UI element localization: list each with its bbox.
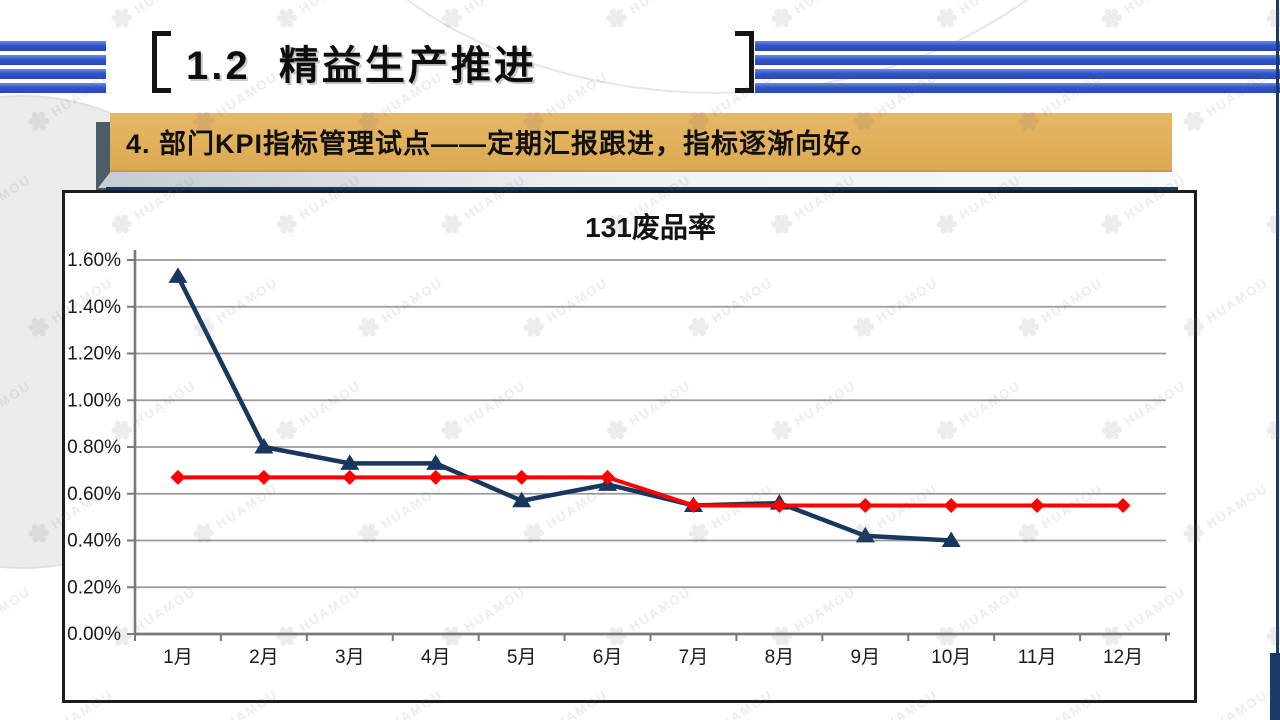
series-line bbox=[177, 475, 1124, 508]
triangle-marker bbox=[340, 454, 360, 470]
watermark-logo-icon: ✽ bbox=[1094, 0, 1130, 38]
watermark: ✽HUAMOU bbox=[1094, 0, 1192, 38]
title-bracket-right bbox=[735, 31, 754, 93]
watermark-text: HUAMOU bbox=[296, 0, 363, 16]
stripe bbox=[0, 55, 106, 65]
stripe bbox=[0, 83, 106, 93]
diamond-marker bbox=[1115, 497, 1131, 513]
watermark-text: HUAMOU bbox=[1203, 274, 1271, 326]
banner-shadow bbox=[96, 122, 112, 190]
watermark-text: HUAMOU bbox=[1121, 0, 1188, 16]
x-tick-label: 2月 bbox=[249, 647, 279, 668]
chart-panel: 131废品率 0.00% 0.20% 0.40% 0.60% 0.80% 1.00% 1.20… bbox=[62, 190, 1197, 703]
stripe bbox=[755, 83, 1280, 93]
y-tick-label: 0.80% bbox=[67, 437, 121, 458]
diamond-marker bbox=[256, 469, 272, 485]
stripe bbox=[0, 69, 106, 79]
watermark: ✽HUAMOU bbox=[0, 579, 37, 654]
x-tick-label: 7月 bbox=[679, 647, 709, 668]
x-tick-label: 8月 bbox=[765, 647, 795, 668]
chart-title: 131废品率 bbox=[585, 211, 716, 243]
stripe bbox=[755, 55, 1280, 65]
y-tick-label: 0.00% bbox=[67, 624, 121, 645]
series-line bbox=[175, 275, 952, 543]
y-tick-label: 1.20% bbox=[67, 344, 121, 365]
right-edge-bar bbox=[1270, 653, 1280, 720]
x-tick-label: 11月 bbox=[1018, 647, 1057, 668]
decor-stripes-left bbox=[0, 41, 106, 97]
x-tick-label: 1月 bbox=[163, 647, 193, 668]
y-tick-label: 1.40% bbox=[67, 297, 121, 318]
watermark-text: HUAMOU bbox=[1203, 480, 1271, 532]
stripe bbox=[755, 41, 1280, 51]
watermark-logo-icon: ✽ bbox=[1176, 103, 1212, 141]
triangle-marker bbox=[254, 438, 274, 454]
decor-stripes-right bbox=[755, 41, 1280, 97]
triangle-marker bbox=[426, 454, 446, 470]
kpi-banner: 4. 部门KPI指标管理试点——定期汇报跟进，指标逐渐向好。 bbox=[110, 113, 1172, 172]
x-tick-label: 10月 bbox=[931, 647, 971, 668]
watermark: ✽HUAMOU bbox=[0, 0, 37, 35]
diamond-marker bbox=[428, 469, 444, 485]
diamond-marker bbox=[771, 497, 787, 513]
y-tick-label: 0.20% bbox=[67, 577, 121, 598]
x-tick-label: 5月 bbox=[507, 647, 537, 668]
triangle-marker bbox=[855, 526, 875, 543]
line-chart: 131废品率 0.00% 0.20% 0.40% 0.60% 0.80% 1.00% 1.20… bbox=[67, 211, 1170, 668]
diamond-marker bbox=[170, 469, 186, 485]
watermark: ✽HUAMOU bbox=[269, 0, 367, 38]
stripe bbox=[0, 41, 106, 51]
diamond-marker bbox=[600, 469, 616, 485]
stripe bbox=[755, 69, 1280, 79]
y-tick-label: 0.40% bbox=[67, 531, 121, 552]
banner-bevel bbox=[98, 170, 1178, 188]
x-tick-label: 4月 bbox=[421, 647, 451, 668]
diamond-marker bbox=[342, 469, 358, 485]
banner-text: 4. 部门KPI指标管理试点——定期汇报跟进，指标逐渐向好。 bbox=[126, 129, 880, 159]
x-tick-label: 12月 bbox=[1103, 647, 1143, 668]
watermark-text: HUAMOU bbox=[131, 0, 198, 16]
diamond-marker bbox=[685, 497, 701, 513]
triangle-marker bbox=[512, 491, 532, 508]
diamond-marker bbox=[857, 497, 873, 513]
watermark-text: HUAMOU bbox=[1203, 686, 1271, 720]
x-tick-label: 3月 bbox=[335, 647, 365, 668]
watermark-logo-icon: ✽ bbox=[269, 0, 305, 38]
y-tick-label: 1.00% bbox=[67, 390, 121, 411]
title-bracket-left bbox=[152, 31, 171, 93]
banner-underline bbox=[106, 187, 1178, 192]
right-edge-line bbox=[1276, 0, 1279, 720]
diamond-marker bbox=[1029, 497, 1045, 513]
triangle-marker bbox=[941, 531, 961, 547]
page-title: 1.2 精益生产推进 bbox=[186, 44, 537, 88]
triangle-marker bbox=[168, 267, 188, 283]
diamond-marker bbox=[514, 469, 530, 485]
y-tick-label: 1.60% bbox=[67, 250, 121, 271]
watermark-text: HUAMOU bbox=[0, 583, 34, 635]
watermark-logo-icon: ✽ bbox=[104, 0, 140, 38]
y-tick-label: 0.60% bbox=[67, 484, 121, 505]
x-tick-label: 6月 bbox=[593, 647, 623, 668]
x-tick-label: 9月 bbox=[851, 647, 881, 668]
diamond-marker bbox=[943, 497, 959, 513]
watermark-text: HUAMOU bbox=[0, 0, 34, 16]
